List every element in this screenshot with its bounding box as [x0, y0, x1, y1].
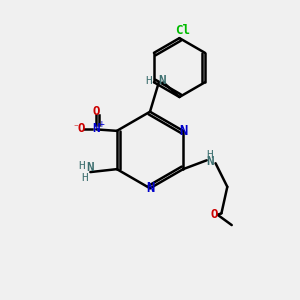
Text: O: O [78, 122, 85, 135]
Text: N: N [206, 155, 213, 168]
Text: H: H [145, 76, 152, 86]
Text: H: H [78, 161, 85, 171]
Text: O: O [210, 208, 218, 221]
Text: N: N [146, 181, 154, 195]
Text: Cl: Cl [175, 24, 190, 37]
Text: ⁻: ⁻ [73, 124, 80, 134]
Text: O: O [92, 105, 100, 118]
Text: H: H [206, 150, 213, 160]
Text: +: + [99, 119, 104, 129]
Text: N: N [87, 161, 94, 174]
Text: N: N [158, 74, 166, 87]
Text: N: N [179, 124, 187, 138]
Text: N: N [92, 122, 100, 135]
Text: H: H [81, 173, 88, 183]
